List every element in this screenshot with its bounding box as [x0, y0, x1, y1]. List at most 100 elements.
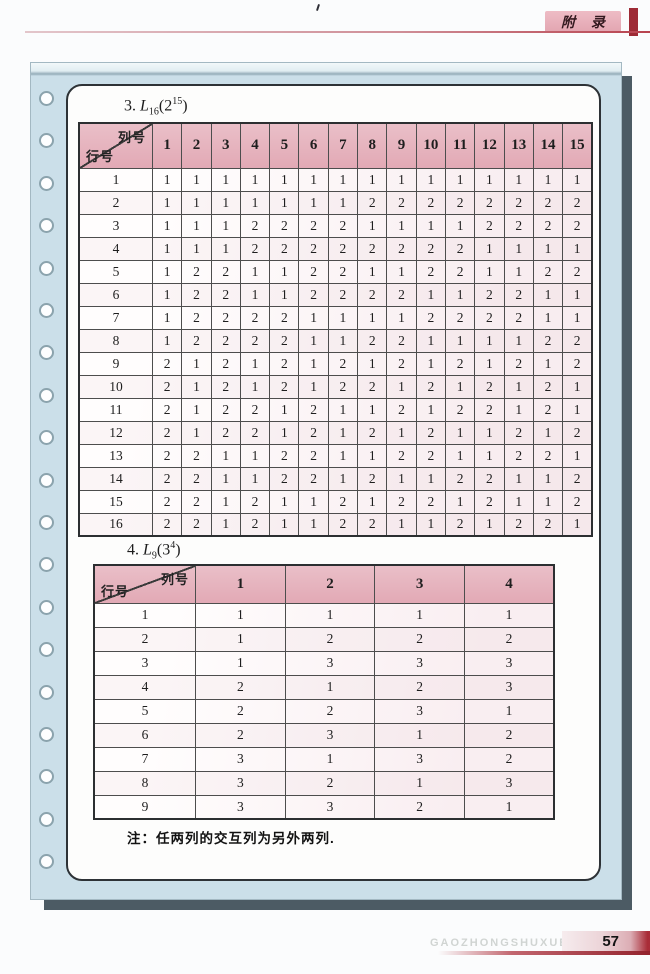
table-cell: 1	[386, 466, 417, 491]
corner-cell: 列号 行号	[93, 564, 196, 604]
table-cell: 2	[269, 443, 300, 468]
column-header: 2	[181, 122, 212, 169]
table-cell: 2	[210, 328, 241, 353]
table-cell: 1	[327, 305, 359, 330]
table-cell: 1	[269, 282, 300, 307]
column-header: 15	[562, 122, 593, 169]
table-cell: 2	[415, 259, 446, 284]
title2-symbol: L	[143, 541, 152, 559]
table-cell: 2	[444, 259, 476, 284]
table-cell: 2	[415, 489, 446, 514]
binder-hole	[39, 133, 54, 149]
table-cell: 2	[463, 626, 555, 652]
table-cell: 1	[357, 167, 388, 192]
table-cell: 1	[239, 466, 271, 491]
table-cell: 1	[151, 282, 183, 307]
watermark-text: GAOZHONGSHUXUE	[430, 937, 569, 949]
table-cell: 1	[327, 397, 359, 422]
table-cell: 2	[151, 420, 183, 445]
table-cell: 1	[415, 167, 446, 192]
table-cell: 1	[474, 259, 505, 284]
table-cell: 1	[562, 443, 593, 468]
table-cell: 2	[503, 443, 534, 468]
table-cell: 2	[474, 282, 505, 307]
table-cell: 1	[195, 650, 286, 676]
table-cell: 2	[284, 770, 376, 796]
table-cell: 1	[562, 512, 593, 537]
table-cell: 1	[415, 282, 446, 307]
table-cell: 2	[532, 374, 564, 399]
table-cell: 2	[298, 466, 329, 491]
table-cell: 2	[181, 466, 212, 491]
table-cell: 1	[181, 374, 212, 399]
binder-hole	[39, 218, 54, 234]
table-cell: 1	[415, 213, 446, 238]
column-header: 3	[374, 564, 465, 604]
table-cell: 2	[562, 466, 593, 491]
table2-title: 4. L9(34)	[127, 540, 181, 562]
table-cell: 1	[474, 167, 505, 192]
table-cell: 2	[327, 259, 359, 284]
table-cell: 2	[151, 351, 183, 376]
table-cell: 2	[151, 443, 183, 468]
table-cell: 1	[532, 282, 564, 307]
corner-label-rows: 行号	[86, 148, 115, 164]
table-cell: 2	[386, 397, 417, 422]
table-cell: 1	[298, 190, 329, 215]
table-cell: 3	[195, 794, 286, 820]
table-cell: 2	[357, 512, 388, 537]
page-number-badge: 57	[562, 931, 650, 952]
binder-hole	[39, 811, 54, 827]
table-cell: 1	[239, 351, 271, 376]
table-cell: 1	[298, 167, 329, 192]
table-cell: 1	[327, 420, 359, 445]
table-cell: 2	[284, 626, 376, 652]
table-cell: 1	[474, 443, 505, 468]
table-cell: 3	[463, 674, 555, 700]
table-cell: 2	[374, 626, 465, 652]
table-cell: 1	[181, 213, 212, 238]
table-cell: 2	[562, 190, 593, 215]
column-header: 14	[532, 122, 564, 169]
table-cell: 2	[327, 374, 359, 399]
table-cell: 1	[210, 466, 241, 491]
binder-hole	[39, 472, 54, 488]
table-cell: 1	[444, 489, 476, 514]
row-label: 1	[78, 167, 153, 192]
binder-hole	[39, 684, 54, 700]
table-cell: 1	[269, 167, 300, 192]
table-note: 注：任两列的交互列为另外两列.	[127, 831, 335, 846]
table-cell: 2	[239, 305, 271, 330]
table-cell: 2	[415, 190, 446, 215]
table-cell: 1	[195, 602, 286, 628]
table-cell: 1	[562, 397, 593, 422]
binder-hole	[39, 515, 54, 530]
table-cell: 2	[374, 794, 465, 820]
table-cell: 2	[444, 351, 476, 376]
table-cell: 2	[327, 489, 359, 514]
table-cell: 1	[181, 167, 212, 192]
row-label: 7	[93, 746, 196, 772]
table-cell: 1	[503, 489, 534, 514]
table-cell: 3	[195, 770, 286, 796]
title2-subscript: 9	[151, 550, 157, 562]
table-cell: 2	[503, 282, 534, 307]
table-cell: 2	[210, 259, 241, 284]
table-cell: 1	[284, 602, 376, 628]
table-cell: 2	[415, 420, 446, 445]
title1-symbol: L	[140, 97, 149, 115]
table-cell: 1	[532, 420, 564, 445]
table-cell: 1	[181, 236, 212, 261]
table-cell: 2	[562, 328, 593, 353]
binder-hole	[39, 175, 54, 191]
table-cell: 2	[284, 698, 376, 724]
footer-rule	[438, 951, 650, 955]
table-cell: 1	[151, 236, 183, 261]
row-label: 5	[93, 698, 196, 724]
binder-hole	[39, 303, 54, 318]
